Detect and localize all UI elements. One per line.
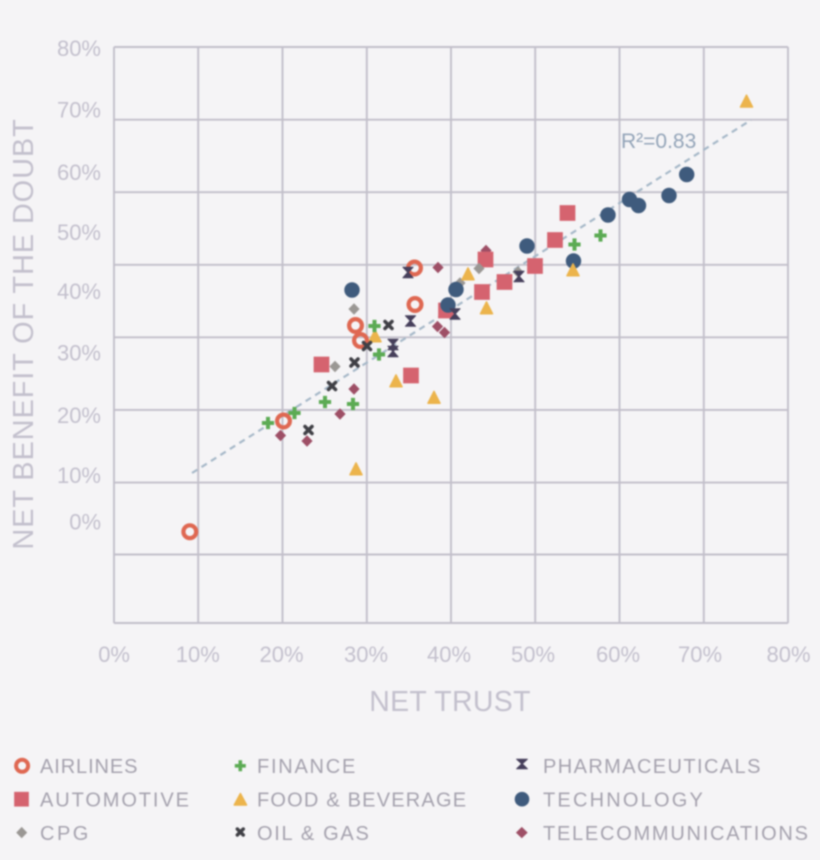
svg-text:70%: 70%: [678, 642, 722, 667]
svg-text:0%: 0%: [69, 510, 101, 535]
svg-text:FOOD & BEVERAGE: FOOD & BEVERAGE: [257, 789, 467, 811]
svg-text:20%: 20%: [57, 403, 101, 428]
svg-text:10%: 10%: [176, 642, 220, 667]
svg-text:PHARMACEUTICALS: PHARMACEUTICALS: [543, 756, 762, 778]
svg-text:60%: 60%: [57, 160, 101, 185]
svg-text:60%: 60%: [596, 642, 640, 667]
svg-text:TELECOMMUNICATIONS: TELECOMMUNICATIONS: [543, 823, 810, 845]
svg-text:CPG: CPG: [40, 823, 91, 845]
svg-text:20%: 20%: [259, 642, 303, 667]
svg-text:AUTOMOTIVE: AUTOMOTIVE: [40, 789, 191, 811]
svg-text:AIRLINES: AIRLINES: [40, 756, 138, 778]
svg-text:NET BENEFIT OF THE DOUBT: NET BENEFIT OF THE DOUBT: [8, 118, 40, 549]
svg-text:FINANCE: FINANCE: [257, 756, 357, 778]
svg-text:70%: 70%: [57, 97, 101, 122]
svg-text:40%: 40%: [427, 642, 471, 667]
svg-text:80%: 80%: [57, 36, 101, 61]
svg-text:0%: 0%: [98, 642, 130, 667]
svg-text:30%: 30%: [344, 642, 388, 667]
svg-text:NET TRUST: NET TRUST: [369, 686, 531, 718]
svg-text:10%: 10%: [57, 463, 101, 488]
svg-text:50%: 50%: [57, 220, 101, 245]
svg-text:40%: 40%: [57, 279, 101, 304]
svg-text:OIL & GAS: OIL & GAS: [257, 823, 370, 845]
svg-text:80%: 80%: [766, 642, 810, 667]
svg-text:R²=0.83: R²=0.83: [621, 130, 696, 153]
svg-text:TECHNOLOGY: TECHNOLOGY: [543, 789, 705, 811]
svg-text:30%: 30%: [57, 340, 101, 365]
svg-text:50%: 50%: [511, 642, 555, 667]
